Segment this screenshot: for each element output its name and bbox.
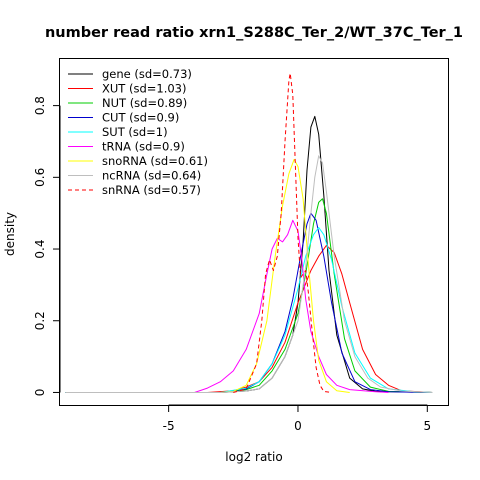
- legend-entry: tRNA (sd=0.9): [102, 140, 185, 154]
- y-tick-label: 0.4: [33, 239, 47, 258]
- legend-entry: snRNA (sd=0.57): [102, 183, 201, 197]
- series-line-5: [194, 219, 389, 393]
- legend-entry: ncRNA (sd=0.64): [102, 169, 201, 183]
- series-line-8: [233, 72, 332, 393]
- x-tick-label: 0: [294, 419, 302, 433]
- series-line-6: [220, 158, 350, 393]
- series-line-4: [65, 227, 433, 393]
- y-tick-label: 0.6: [33, 168, 47, 187]
- series-line-1: [65, 244, 433, 393]
- x-tick-label: 5: [423, 419, 431, 433]
- y-tick-label: 0: [33, 389, 47, 397]
- legend-entry: XUT (sd=1.03): [102, 82, 186, 96]
- series-line-2: [65, 198, 433, 393]
- legend-entry: NUT (sd=0.89): [102, 96, 187, 110]
- legend-entry: SUT (sd=1): [102, 125, 168, 139]
- y-tick-label: 0.2: [33, 311, 47, 330]
- legend: gene (sd=0.73)XUT (sd=1.03)NUT (sd=0.89)…: [68, 67, 208, 197]
- plot-frame: [59, 58, 449, 406]
- series-lines: [65, 72, 433, 393]
- y-axis-label: density: [3, 212, 17, 256]
- legend-entry: CUT (sd=0.9): [102, 111, 179, 125]
- x-axis-label: log2 ratio: [225, 450, 282, 464]
- x-tick-label: -5: [163, 419, 175, 433]
- chart-title: number read ratio xrn1_S288C_Ter_2/WT_37…: [45, 25, 463, 41]
- series-line-7: [65, 155, 433, 393]
- legend-entry: gene (sd=0.73): [102, 67, 192, 81]
- legend-entry: snoRNA (sd=0.61): [102, 154, 208, 168]
- y-tick-label: 0.8: [33, 96, 47, 115]
